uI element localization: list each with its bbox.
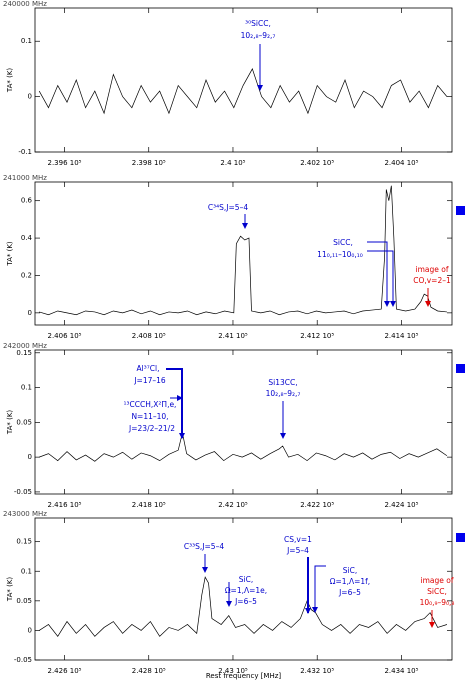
annotation-text: SiCC, <box>427 587 447 596</box>
plot-frame <box>34 517 453 661</box>
x-tick-label: 2.412 10⁵ <box>300 332 334 340</box>
x-tick-label: 2.434 10⁵ <box>384 667 418 675</box>
y-tick-label: -0.05 <box>14 488 32 496</box>
annotation-text: C³⁴S,J=5–4 <box>208 203 248 212</box>
annotation-text: Al³⁷Cl, <box>137 364 160 373</box>
annotation-arrow <box>367 241 390 307</box>
annotation-text: Ω=1,Λ=1f, <box>330 577 370 586</box>
annotation-text: 10₀,₉–9₀,₈ <box>420 598 455 607</box>
x-axis-label: Rest frequency [MHz] <box>206 672 282 680</box>
plot-frame <box>34 7 453 153</box>
y-tick-label: 0 <box>28 309 32 317</box>
annotation-arrow <box>367 250 396 307</box>
x-tick-label: 2.414 10⁵ <box>384 332 418 340</box>
annotation-text: Ω=1,Λ=1e, <box>225 586 267 595</box>
x-tick-label: 2.426 10⁵ <box>47 667 81 675</box>
annotation-text: SiCC, <box>333 238 353 247</box>
y-tick-label: 0.05 <box>16 418 32 426</box>
x-tick-label: 2.418 10⁵ <box>132 501 166 509</box>
x-tick-label: 2.406 10⁵ <box>47 332 81 340</box>
y-tick-label: -0.1 <box>18 148 32 156</box>
y-tick-label: 0.15 <box>16 349 32 357</box>
y-tick-label: 0.1 <box>21 37 32 45</box>
annotation-text: image of <box>416 265 449 274</box>
y-axis-label: TA* (K) <box>6 410 14 436</box>
x-tick-label: 2.416 10⁵ <box>47 501 81 509</box>
plot-frame <box>34 349 453 495</box>
annotation-text: J=6–5 <box>338 588 361 597</box>
side-marker <box>456 364 465 373</box>
y-axis-label: TA* (K) <box>6 577 14 603</box>
side-marker <box>456 533 465 542</box>
annotation-text: J=17–16 <box>133 376 166 385</box>
spectrum-line <box>39 185 447 316</box>
annotation-text: Si13CC, <box>268 378 297 387</box>
y-tick-label: 0.15 <box>16 538 32 546</box>
x-tick-label: 2.42 10⁵ <box>218 501 248 509</box>
annotation-text: ¹³CCCH,X²Π,e, <box>124 400 177 409</box>
annotation-text: 10₂,₈–9₂,₇ <box>241 31 276 40</box>
y-tick-label: 0.4 <box>21 234 33 242</box>
y-tick-label: 0 <box>28 93 32 101</box>
annotation-text: C³³S,J=5–4 <box>184 542 224 551</box>
y-axis-label: TA* (K) <box>6 68 14 94</box>
annotation-text: J=5–4 <box>286 546 309 555</box>
x-tick-label: 2.43 10⁵ <box>218 667 248 675</box>
x-tick-label: 2.402 10⁵ <box>300 159 334 167</box>
x-tick-label: 2.428 10⁵ <box>132 667 166 675</box>
annotation-text: ³⁰SiCC, <box>245 19 271 28</box>
y-axis-label: TA* (K) <box>6 241 14 267</box>
x-tick-label: 2.422 10⁵ <box>300 501 334 509</box>
annotation-text: SiC, <box>343 566 357 575</box>
spectrum-line <box>38 68 448 115</box>
annotation-text: image of <box>421 576 454 585</box>
panel-subtitle: 241000 MHz <box>3 174 47 182</box>
spectrum-line <box>39 432 448 462</box>
annotation-arrow <box>166 368 185 439</box>
x-tick-label: 2.404 10⁵ <box>384 159 418 167</box>
y-tick-label: 0.6 <box>21 197 33 205</box>
x-tick-label: 2.398 10⁵ <box>132 159 166 167</box>
y-tick-label: 0 <box>28 453 32 461</box>
annotation-arrow <box>312 565 326 613</box>
annotation-text: 10₂,₈–9₂,₇ <box>266 389 301 398</box>
y-tick-label: 0.1 <box>21 384 32 392</box>
y-tick-label: -0.05 <box>14 656 32 664</box>
annotation-text: 11₀,₁₁–10₀,₁₀ <box>317 250 363 259</box>
spectrum-line <box>39 576 448 637</box>
x-tick-label: 2.396 10⁵ <box>47 159 81 167</box>
plot-frame <box>34 181 453 326</box>
y-tick-label: 0.1 <box>21 567 32 575</box>
panel-subtitle: 240000 MHz <box>3 0 47 8</box>
x-tick-label: 2.41 10⁵ <box>218 332 248 340</box>
x-tick-label: 2.424 10⁵ <box>384 501 418 509</box>
annotation-text: N=11–10, <box>131 412 168 421</box>
x-tick-label: 2.408 10⁵ <box>132 332 166 340</box>
panel-subtitle: 242000 MHz <box>3 342 47 350</box>
panel-subtitle: 243000 MHz <box>3 510 47 518</box>
x-tick-label: 2.4 10⁵ <box>220 159 245 167</box>
side-marker <box>456 206 465 215</box>
y-tick-label: 0.2 <box>21 271 32 279</box>
annotation-text: J=6–5 <box>234 597 257 606</box>
x-tick-label: 2.432 10⁵ <box>300 667 334 675</box>
annotation-text: CS,v=1 <box>284 535 312 544</box>
y-tick-label: 0 <box>28 626 32 634</box>
y-tick-label: 0.05 <box>16 597 32 605</box>
annotation-text: J=23/2–21/2 <box>128 424 175 433</box>
annotation-text: SiC, <box>239 575 253 584</box>
annotation-text: CO,v=2–1 <box>413 276 451 285</box>
